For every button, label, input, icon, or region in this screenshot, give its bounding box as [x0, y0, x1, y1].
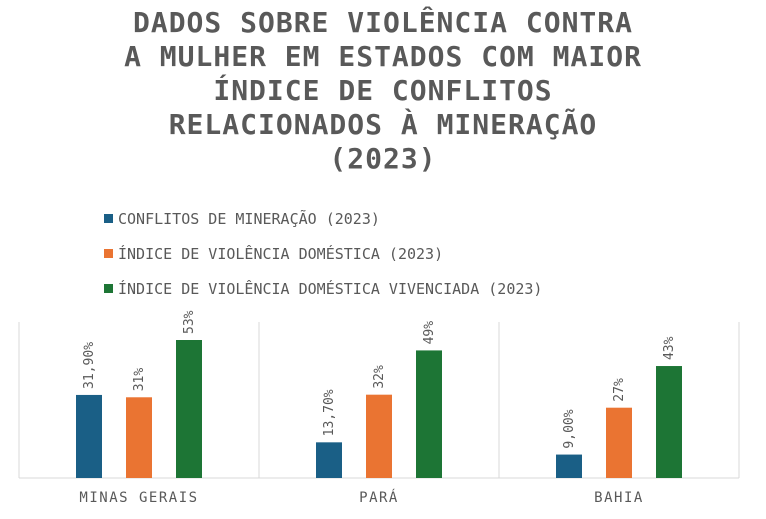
legend-swatch-conflitos [104, 214, 113, 223]
data-label: 31% [132, 368, 147, 392]
legend-label-conflitos: CONFLITOS DE MINERAÇÃO (2023) [118, 209, 380, 228]
bar [606, 407, 632, 478]
data-label: 49% [422, 321, 437, 345]
data-label: 13,70% [322, 389, 337, 436]
bar [556, 454, 582, 478]
legend-label-vivenciada: ÍNDICE DE VIOLÊNCIA DOMÉSTICA VIVENCIADA… [118, 279, 543, 298]
legend-item-vivenciada: ÍNDICE DE VIOLÊNCIA DOMÉSTICA VIVENCIADA… [104, 271, 542, 306]
legend-label-violencia: ÍNDICE DE VIOLÊNCIA DOMÉSTICA (2023) [118, 244, 444, 263]
data-label: 31,90% [82, 342, 97, 389]
bar [176, 340, 202, 478]
bar [76, 394, 102, 478]
category-label: MINAS GERAIS [79, 490, 198, 506]
legend-swatch-vivenciada [104, 284, 113, 293]
bar [366, 394, 392, 478]
data-label: 53% [182, 310, 197, 334]
category-label: BAHIA [594, 490, 644, 506]
data-label: 27% [612, 378, 627, 402]
legend-item-conflitos: CONFLITOS DE MINERAÇÃO (2023) [104, 201, 542, 236]
data-label: 9,00% [562, 409, 577, 448]
bar [416, 350, 442, 478]
category-label: PARÁ [359, 489, 399, 506]
bar [126, 397, 152, 478]
data-label: 43% [662, 336, 677, 360]
legend: CONFLITOS DE MINERAÇÃO (2023) ÍNDICE DE … [104, 201, 542, 306]
legend-item-violencia: ÍNDICE DE VIOLÊNCIA DOMÉSTICA (2023) [104, 236, 542, 271]
legend-swatch-violencia [104, 249, 113, 258]
bar [316, 442, 342, 478]
chart-title: DADOS SOBRE VIOLÊNCIA CONTRA A MULHER EM… [124, 6, 642, 175]
bar [656, 366, 682, 478]
data-label: 32% [372, 365, 387, 389]
